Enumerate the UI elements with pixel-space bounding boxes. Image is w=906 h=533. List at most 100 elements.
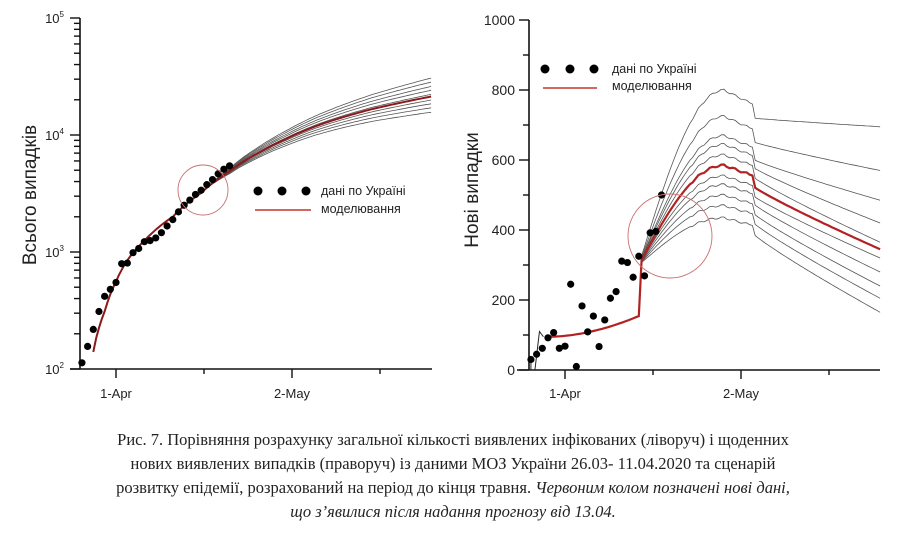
right-data-point (623, 258, 632, 267)
left-legend-label-data: дані по Україні (321, 184, 406, 198)
right-data-point (618, 257, 626, 265)
left-y-tick-label: 105 (45, 10, 64, 26)
right-data-point (635, 252, 643, 260)
left-data-point (152, 234, 160, 242)
left-legend-dot (253, 186, 263, 196)
left-data-point (203, 181, 211, 189)
left-data-point (129, 249, 137, 257)
caption-line-3-italic: Червоним колом позначені нові дані, (535, 478, 790, 497)
caption-line-3-regular: розвитку епідемії, розрахований на періо… (116, 478, 532, 497)
right-scenario-line (547, 153, 881, 338)
right-data-point (629, 273, 637, 281)
left-y-axis-label: Всього випадків (20, 125, 41, 265)
left-data-point (101, 292, 109, 300)
right-data-point (589, 312, 597, 320)
left-x-tick-label: 2-May (274, 386, 311, 401)
left-data-point (89, 325, 97, 334)
right-x-tick-label: 1-Apr (549, 386, 581, 401)
left-data-point (146, 237, 154, 245)
right-data-point (572, 362, 580, 371)
left-y-tick-exponent: 2 (60, 361, 65, 370)
right-data-point (601, 316, 609, 324)
left-data-point (140, 238, 148, 246)
right-y-tick-label: 400 (492, 222, 516, 238)
left-y-tick-exponent: 4 (60, 127, 65, 136)
left-x-tick-label: 1-Apr (100, 386, 132, 401)
left-data-point (214, 170, 222, 178)
left-data-point (197, 186, 205, 194)
right-data-point (533, 350, 541, 358)
left-data-point (157, 229, 166, 237)
left-data-point (208, 175, 217, 184)
left-y-tick-label: 103 (45, 244, 64, 260)
right-y-axis-label: Нові випадки (462, 132, 483, 247)
left-data-point (220, 165, 228, 173)
right-legend-dot (565, 64, 575, 74)
left-data-point (84, 342, 92, 351)
left-data-point (225, 162, 234, 170)
figure-charts: 102 103 104 105 1-Apr 2-May Всього випадків дан… (20, 10, 881, 401)
right-data-point (561, 342, 569, 350)
right-data-point (550, 328, 558, 337)
left-y-tick-label: 102 (45, 361, 64, 377)
left-scenario-line (195, 99, 432, 198)
left-data-point (95, 307, 103, 316)
left-data-point (174, 208, 183, 216)
right-legend-label-data: дані по Україні (612, 62, 697, 76)
right-data-point (584, 328, 592, 336)
caption-line-1: Рис. 7. Порівняння розрахунку загальної … (117, 430, 789, 449)
caption-line-3: розвитку епідемії, розрахований на періо… (0, 476, 906, 500)
left-legend-label-model: моделювання (321, 202, 401, 216)
left-data-point (118, 260, 126, 268)
left-y-tick-label: 104 (45, 127, 64, 143)
right-y-tick-label: 800 (492, 82, 516, 98)
left-data-point (169, 216, 177, 224)
left-data-point (163, 222, 171, 230)
caption-line-4: що з’явилися після надання прогнозу від … (290, 502, 616, 521)
right-data-point (538, 344, 546, 352)
right-data-point (612, 288, 620, 296)
figure-caption: Рис. 7. Порівняння розрахунку загальної … (0, 428, 906, 524)
left-legend-dot (301, 186, 311, 196)
left-data-point (191, 190, 200, 199)
right-scenario-line (547, 193, 881, 338)
left-model-line (92, 95, 432, 353)
left-data-point (78, 359, 86, 367)
right-highlight-circle (627, 193, 713, 279)
right-y-tick-label: 1000 (484, 12, 515, 28)
right-data-point (640, 272, 649, 280)
right-data-point (652, 227, 660, 235)
left-data-point (123, 259, 131, 267)
right-model-line (547, 163, 881, 338)
left-legend-dot (277, 186, 287, 196)
right-scenario-line (547, 216, 881, 338)
right-data-point (567, 280, 575, 288)
right-y-tick-label: 200 (492, 292, 516, 308)
right-data-point (578, 302, 586, 310)
left-highlight-circle (177, 164, 229, 216)
left-scenario-line (195, 89, 432, 198)
right-legend-label-model: моделювання (612, 79, 692, 93)
right-scenario-line (547, 174, 881, 338)
right-data-point (527, 355, 535, 364)
left-data-point (186, 196, 194, 204)
right-data-point (606, 294, 615, 302)
right-data-point (544, 334, 552, 342)
caption-line-2: нових виявлених випадків (праворуч) із д… (130, 454, 776, 473)
right-x-tick-label: 2-May (723, 386, 760, 401)
right-legend-dot (589, 64, 599, 74)
right-data-point (595, 342, 603, 351)
left-data-point (112, 278, 120, 287)
left-scenario-line (195, 81, 432, 198)
left-scenario-line (195, 86, 432, 198)
left-y-tick-exponent: 5 (60, 10, 65, 19)
left-data-point (135, 244, 143, 253)
right-data-point (555, 344, 563, 352)
right-scenario-line (547, 204, 881, 338)
right-legend-dot (540, 64, 550, 74)
left-scenario-line (195, 77, 432, 198)
right-data-point (646, 229, 654, 237)
right-y-tick-label: 0 (507, 362, 515, 378)
left-data-point (106, 285, 114, 293)
left-y-tick-exponent: 3 (60, 244, 65, 253)
